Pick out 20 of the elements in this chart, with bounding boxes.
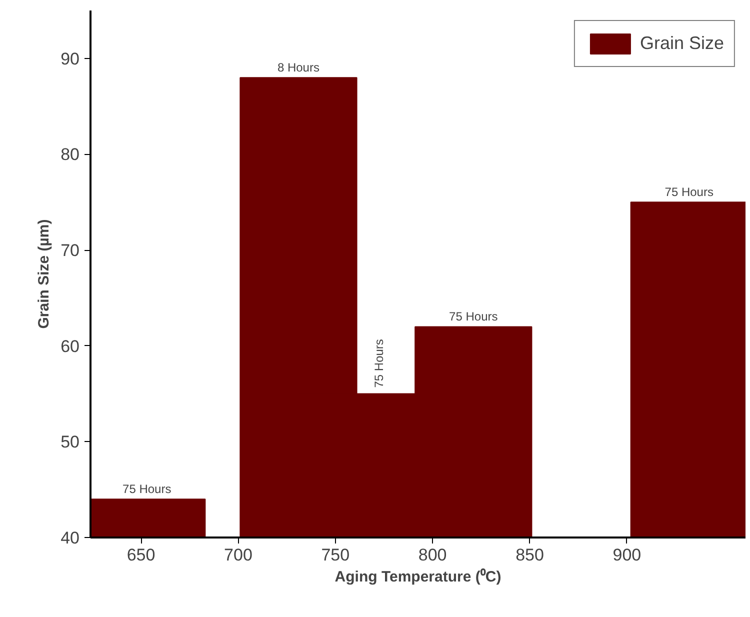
y-tick-label: 40 bbox=[60, 528, 80, 548]
legend-label: Grain Size bbox=[640, 33, 724, 54]
x-tick-label: 900 bbox=[612, 546, 642, 564]
x-tick-label: 800 bbox=[418, 546, 447, 564]
y-axis-title: Grain Size (µm) bbox=[36, 219, 53, 329]
annotation: 8 Hours bbox=[277, 60, 320, 75]
x-tick-label: 750 bbox=[321, 546, 350, 564]
y-tick-label: 80 bbox=[60, 145, 80, 164]
y-tick-label: 50 bbox=[60, 432, 80, 452]
x-tick-label: 850 bbox=[516, 546, 544, 564]
x-axis-title: Aging Temperature (⁰C) bbox=[334, 568, 502, 586]
y-tick-label: 60 bbox=[60, 336, 80, 356]
annotation: 75 Hours bbox=[664, 185, 714, 200]
x-tick-label: 650 bbox=[126, 546, 156, 564]
annotation: 75 Hours bbox=[372, 339, 386, 388]
y-tick-label: 90 bbox=[60, 49, 80, 68]
x-tick-label: 700 bbox=[224, 546, 252, 564]
annotation: 75 Hours bbox=[122, 482, 172, 496]
annotation: 75 Hours bbox=[449, 310, 498, 324]
y-tick-label: 70 bbox=[60, 241, 80, 260]
